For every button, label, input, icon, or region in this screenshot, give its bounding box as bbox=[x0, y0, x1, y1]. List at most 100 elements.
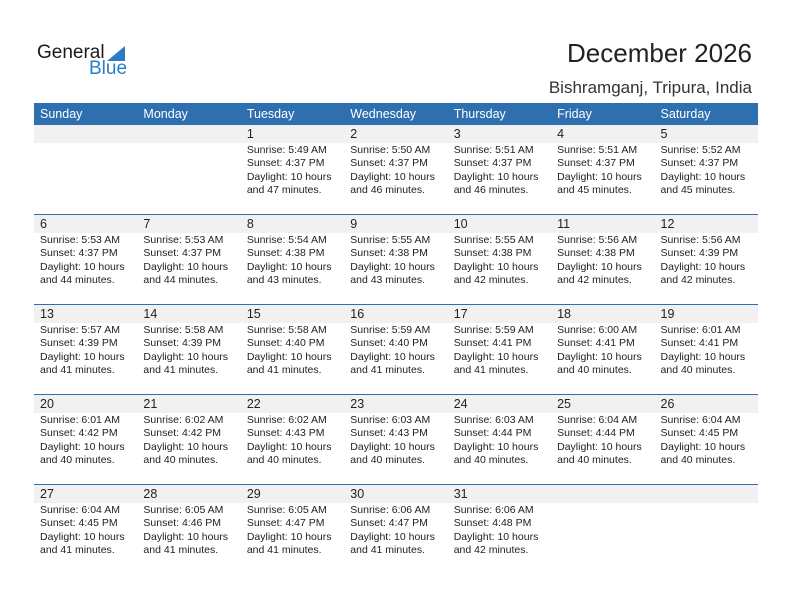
sunset-text: Sunset: 4:42 PM bbox=[40, 427, 118, 440]
sunset-text: Sunset: 4:40 PM bbox=[246, 337, 325, 350]
minutes-text: and 41 minutes. bbox=[246, 364, 322, 377]
sunset-text: Sunset: 4:37 PM bbox=[350, 157, 428, 170]
date-strip bbox=[447, 395, 552, 413]
day-cell bbox=[137, 125, 241, 215]
day-cell: 22 Sunrise: 6:02 AM Sunset: 4:43 PM Dayligh… bbox=[240, 395, 345, 484]
sunrise-text: Sunrise: 5:50 AM bbox=[350, 144, 431, 156]
date-strip bbox=[34, 485, 138, 503]
daylight-text: Daylight: 10 hours bbox=[453, 530, 539, 543]
day-cell: 4 Sunrise: 5:51 AM Sunset: 4:37 PM Daylight… bbox=[551, 125, 655, 215]
sunrise-text: Sunrise: 5:56 AM bbox=[557, 234, 638, 246]
daylight-text: Daylight: 10 hours bbox=[557, 350, 642, 363]
minutes-text: and 44 minutes. bbox=[143, 274, 219, 287]
daylight-text: Daylight: 10 hours bbox=[350, 440, 435, 453]
sunrise-text: Sunrise: 5:52 AM bbox=[660, 144, 741, 156]
day-number: 30 bbox=[350, 487, 365, 501]
sun-info: Sunrise: 6:06 AM Sunset: 4:48 PM Daylight:… bbox=[454, 504, 539, 558]
weekday-tuesday: Tuesday bbox=[246, 107, 295, 121]
day-cell: 17 Sunrise: 5:59 AM Sunset: 4:41 PM Dayligh… bbox=[447, 305, 552, 394]
minutes-text: and 41 minutes. bbox=[350, 364, 425, 377]
date-strip bbox=[551, 395, 655, 413]
daylight-text: Daylight: 10 hours bbox=[557, 260, 642, 273]
sun-info: Sunrise: 5:56 AM Sunset: 4:39 PM Daylight:… bbox=[661, 234, 746, 288]
day-number: 24 bbox=[453, 397, 468, 411]
sunset-text: Sunset: 4:45 PM bbox=[40, 517, 118, 530]
minutes-text: and 41 minutes. bbox=[40, 544, 115, 557]
day-number: 17 bbox=[453, 307, 468, 321]
day-cell: 27 Sunrise: 6:04 AM Sunset: 4:45 PM Dayligh… bbox=[34, 485, 138, 574]
sun-info: Sunrise: 6:03 AM Sunset: 4:44 PM Daylight:… bbox=[454, 414, 539, 468]
sunrise-text: Sunrise: 5:58 AM bbox=[143, 324, 224, 336]
day-number: 3 bbox=[453, 127, 461, 141]
date-strip bbox=[34, 215, 138, 233]
daylight-text: Daylight: 10 hours bbox=[246, 440, 332, 453]
daylight-text: Daylight: 10 hours bbox=[453, 440, 539, 453]
date-strip bbox=[654, 125, 758, 143]
day-number: 13 bbox=[40, 307, 54, 321]
day-number: 14 bbox=[143, 307, 158, 321]
day-cell bbox=[34, 125, 138, 215]
date-strip bbox=[137, 485, 241, 503]
minutes-text: and 41 minutes. bbox=[350, 544, 425, 557]
daylight-text: Daylight: 10 hours bbox=[143, 440, 229, 453]
sunrise-text: Sunrise: 5:51 AM bbox=[453, 144, 534, 156]
daylight-text: Daylight: 10 hours bbox=[143, 530, 229, 543]
daylight-text: Daylight: 10 hours bbox=[350, 530, 435, 543]
sun-info: Sunrise: 5:51 AM Sunset: 4:37 PM Daylight:… bbox=[454, 144, 539, 198]
sunset-text: Sunset: 4:38 PM bbox=[453, 247, 532, 260]
date-strip bbox=[34, 305, 138, 323]
sun-info: Sunrise: 5:50 AM Sunset: 4:37 PM Daylight:… bbox=[350, 144, 435, 198]
date-strip bbox=[240, 395, 345, 413]
minutes-text: and 40 minutes. bbox=[660, 454, 736, 467]
minutes-text: and 42 minutes. bbox=[453, 544, 529, 557]
day-cell: 1 Sunrise: 5:49 AM Sunset: 4:37 PM Daylight… bbox=[240, 125, 345, 215]
day-cell: 29 Sunrise: 6:05 AM Sunset: 4:47 PM Dayligh… bbox=[240, 485, 345, 574]
day-cell: 3 Sunrise: 5:51 AM Sunset: 4:37 PM Daylight… bbox=[447, 125, 552, 215]
minutes-text: and 45 minutes. bbox=[557, 184, 632, 197]
sunrise-text: Sunrise: 6:02 AM bbox=[246, 414, 327, 426]
daylight-text: Daylight: 10 hours bbox=[557, 440, 642, 453]
day-cell: 7 Sunrise: 5:53 AM Sunset: 4:37 PM Daylight… bbox=[137, 215, 241, 304]
sunrise-text: Sunrise: 5:59 AM bbox=[350, 324, 431, 336]
date-strip bbox=[344, 125, 448, 143]
sun-info: Sunrise: 5:58 AM Sunset: 4:39 PM Daylight:… bbox=[143, 324, 228, 378]
day-cell: 15 Sunrise: 5:58 AM Sunset: 4:40 PM Dayligh… bbox=[240, 305, 345, 394]
sun-info: Sunrise: 6:04 AM Sunset: 4:44 PM Daylight:… bbox=[557, 414, 642, 468]
sunrise-text: Sunrise: 6:00 AM bbox=[557, 324, 638, 336]
minutes-text: and 40 minutes. bbox=[557, 364, 632, 377]
sunrise-text: Sunrise: 5:49 AM bbox=[246, 144, 327, 156]
day-cell: 5 Sunrise: 5:52 AM Sunset: 4:37 PM Daylight… bbox=[654, 125, 758, 215]
minutes-text: and 46 minutes. bbox=[350, 184, 425, 197]
sun-info: Sunrise: 6:05 AM Sunset: 4:47 PM Daylight:… bbox=[247, 504, 332, 558]
day-cell: 19 Sunrise: 6:01 AM Sunset: 4:41 PM Dayligh… bbox=[654, 305, 758, 394]
daylight-text: Daylight: 10 hours bbox=[143, 260, 229, 273]
date-strip bbox=[551, 125, 655, 143]
minutes-text: and 40 minutes. bbox=[40, 454, 115, 467]
daylight-text: Daylight: 10 hours bbox=[143, 350, 229, 363]
sunset-text: Sunset: 4:39 PM bbox=[660, 247, 739, 260]
weekday-friday: Friday bbox=[557, 107, 592, 121]
sunset-text: Sunset: 4:41 PM bbox=[557, 337, 635, 350]
sunset-text: Sunset: 4:44 PM bbox=[453, 427, 532, 440]
sun-info: Sunrise: 5:53 AM Sunset: 4:37 PM Daylight:… bbox=[143, 234, 228, 288]
sunset-text: Sunset: 4:41 PM bbox=[453, 337, 532, 350]
sunrise-text: Sunrise: 5:51 AM bbox=[557, 144, 638, 156]
weekday-thursday: Thursday bbox=[453, 107, 506, 121]
sunset-text: Sunset: 4:41 PM bbox=[660, 337, 739, 350]
day-cell: 30 Sunrise: 6:06 AM Sunset: 4:47 PM Dayligh… bbox=[344, 485, 448, 574]
daylight-text: Daylight: 10 hours bbox=[453, 350, 539, 363]
weekday-header: Sunday Monday Tuesday Wednesday Thursday Frid… bbox=[34, 103, 758, 125]
sunset-text: Sunset: 4:37 PM bbox=[143, 247, 222, 260]
date-strip bbox=[447, 125, 552, 143]
daylight-text: Daylight: 10 hours bbox=[40, 530, 125, 543]
date-strip bbox=[34, 395, 138, 413]
day-number: 4 bbox=[557, 127, 565, 141]
day-number: 21 bbox=[143, 397, 158, 411]
sunrise-text: Sunrise: 5:56 AM bbox=[660, 234, 741, 246]
sunrise-text: Sunrise: 6:05 AM bbox=[143, 504, 224, 516]
minutes-text: and 40 minutes. bbox=[557, 454, 632, 467]
day-number: 7 bbox=[143, 217, 151, 231]
day-cell: 6 Sunrise: 5:53 AM Sunset: 4:37 PM Daylight… bbox=[34, 215, 138, 304]
sunset-text: Sunset: 4:45 PM bbox=[660, 427, 739, 440]
day-number: 2 bbox=[350, 127, 358, 141]
